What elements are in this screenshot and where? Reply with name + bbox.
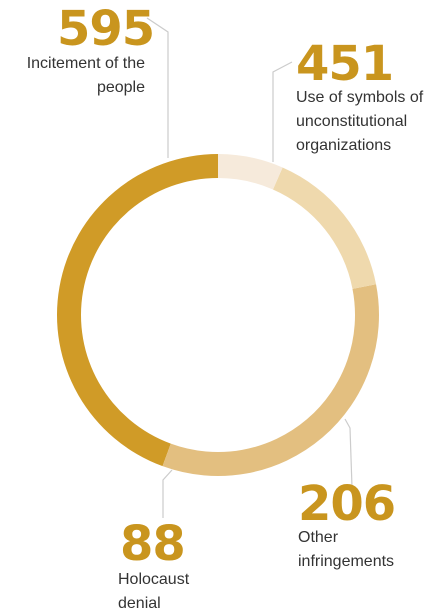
value-label-incitement: 595 <box>57 1 155 57</box>
slice-symbols <box>162 284 379 476</box>
value-label-symbols: 451 <box>296 36 394 92</box>
slice-other <box>272 167 377 289</box>
slice-holocaust <box>218 154 283 190</box>
value-label-holocaust: 88 <box>120 516 186 572</box>
leader-line-incitement <box>146 17 169 158</box>
leader-line-holocaust <box>162 469 173 518</box>
leader-line-symbols <box>272 61 293 162</box>
leader-line-other <box>344 418 353 488</box>
slice-label-holocaust: Holocaust denial <box>118 571 190 612</box>
slice-label-symbols: Use of symbols of unconstitutional organ… <box>296 89 424 154</box>
value-label-other: 206 <box>298 476 396 532</box>
slice-label-incitement: Incitement of the people <box>26 55 145 96</box>
slice-incitement <box>57 154 218 467</box>
slice-label-other: Other infringements <box>298 529 395 570</box>
